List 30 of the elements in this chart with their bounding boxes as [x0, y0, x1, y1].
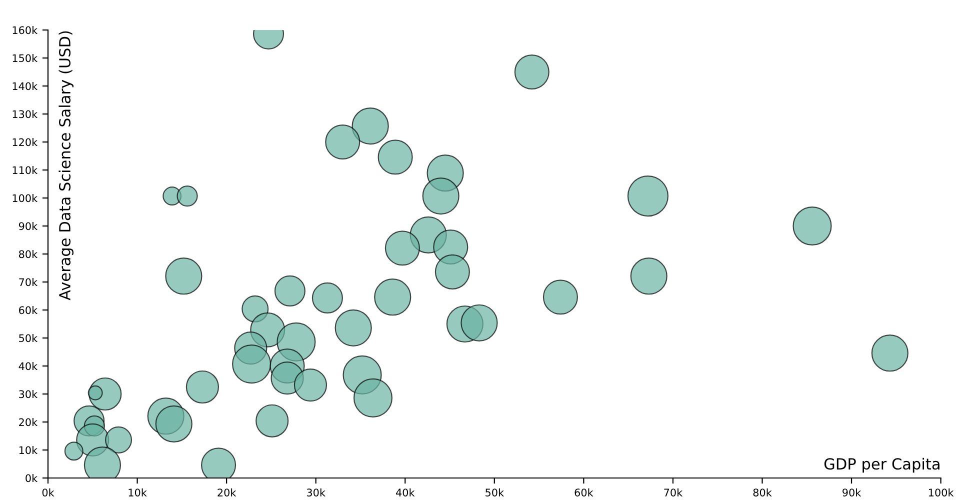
y-tick-label: 110k [12, 166, 38, 174]
y-tick-label: 70k [19, 278, 38, 286]
x-tick-label: 40k [396, 488, 415, 496]
x-axis-title: GDP per Capita [824, 458, 940, 473]
x-tick-label: 80k [753, 488, 772, 496]
y-tick-label: 120k [12, 138, 38, 146]
x-tick-label: 0k [42, 488, 54, 496]
x-tick-label: 30k [306, 488, 326, 496]
y-tick-label: 10k [19, 446, 38, 454]
y-tick-label: 30k [19, 390, 38, 398]
y-tick-label: 50k [19, 334, 38, 342]
y-tick-label: 100k [12, 194, 38, 202]
y-tick-label: 80k [19, 250, 38, 258]
y-tick-label: 150k [12, 54, 38, 62]
y-tick-label: 140k [12, 82, 38, 90]
x-tick-label: 70k [664, 488, 683, 496]
x-tick-label: 100k [928, 488, 954, 496]
x-tick-label: 50k [486, 488, 504, 496]
y-tick-label: 0k [26, 474, 38, 482]
x-tick-label: 20k [218, 488, 236, 496]
x-tick-label: 10k [128, 488, 147, 496]
x-tick-label: 60k [574, 488, 594, 496]
y-tick-label: 60k [19, 306, 38, 314]
y-tick-label: 20k [19, 418, 38, 426]
y-tick-label: 40k [18, 362, 38, 370]
x-tick-label: 90k [842, 488, 862, 496]
y-tick-label: 90k [18, 222, 38, 230]
y-axis-title: Average Data Science Salary (USD) [58, 31, 74, 300]
y-tick-label: 130k [12, 110, 38, 118]
y-tick-label: 160k [12, 26, 38, 34]
